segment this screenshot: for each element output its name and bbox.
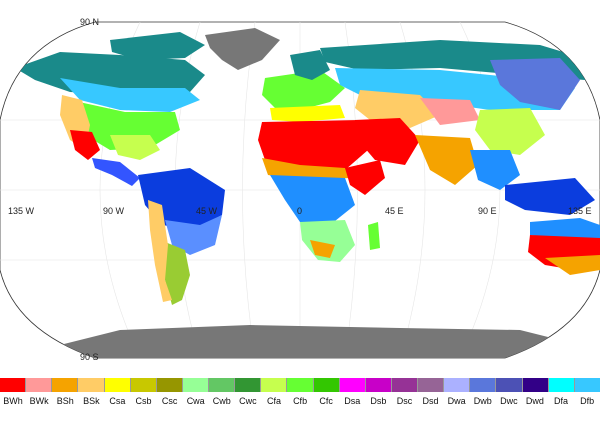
legend-swatches <box>0 378 600 392</box>
legend-label-dwb: Dwb <box>473 396 492 406</box>
antarctica-region <box>20 325 580 358</box>
central-america-region <box>92 158 140 186</box>
sahara-region <box>258 120 368 170</box>
climate-legend: BWh BWk BSh BSk Csa Csb Csc Cwa Cwb Cwc Cfa Cfb Cfc D… <box>0 378 600 418</box>
legend-swatch-csc <box>156 378 183 392</box>
legend-labels: BWh BWk BSh BSk Csa Csb Csc Cwa Cwb Cwc Cfa Cfb Cfc D… <box>0 396 600 406</box>
legend-label-cfb: Cfb <box>293 396 308 406</box>
legend-label-bwh: BWh <box>3 396 23 406</box>
legend-swatch-dsc <box>391 378 418 392</box>
legend-swatch-dwc <box>496 378 523 392</box>
greenland-region <box>205 28 280 70</box>
southern-africa-region <box>300 220 355 262</box>
andes-region <box>148 200 172 302</box>
lon-label-135e: 135 E <box>568 206 592 216</box>
legend-swatch-bsh <box>52 378 79 392</box>
lat-label-south: 90 S <box>80 352 99 362</box>
legend-label-csb: Csb <box>135 396 152 406</box>
legend-swatch-cwa <box>182 378 209 392</box>
legend-swatch-csb <box>130 378 157 392</box>
legend-swatch-bwh <box>0 378 27 392</box>
climate-map <box>0 21 600 359</box>
central-asia-region <box>355 90 440 128</box>
legend-swatch-cwc <box>235 378 262 392</box>
north-america-southwest-region <box>70 130 100 160</box>
scandinavia-region <box>290 50 330 80</box>
central-africa-region <box>270 175 355 225</box>
legend-swatch-cfa <box>261 378 288 392</box>
legend-swatch-dwd <box>522 378 549 392</box>
east-asia-region <box>475 108 545 155</box>
kalahari-region <box>310 240 335 258</box>
lon-label-0: 0 <box>297 206 303 216</box>
mediterranean-region <box>270 105 345 122</box>
central-asia-cold-desert-region <box>420 98 480 125</box>
lon-label-45w: 45 W <box>196 206 218 216</box>
south-america-savanna-region <box>165 215 222 255</box>
legend-swatch-cfc <box>313 378 340 392</box>
legend-label-bwk: BWk <box>29 396 49 406</box>
legend-label-cfc: Cfc <box>319 396 333 406</box>
europe-region <box>262 70 345 110</box>
south-asia-region <box>415 135 478 185</box>
legend-swatch-cfb <box>287 378 314 392</box>
maritime-southeast-asia-region <box>505 178 595 215</box>
arctic-islands-region <box>110 32 205 60</box>
legend-label-dwc: Dwc <box>500 396 518 406</box>
legend-label-cfa: Cfa <box>266 396 281 406</box>
legend-label-dwa: Dwa <box>447 396 466 406</box>
arabia-region <box>355 118 420 165</box>
legend-swatch-bwk <box>26 378 53 392</box>
legend-label-cwa: Cwa <box>186 396 205 406</box>
north-america-boreal-region <box>60 78 200 112</box>
legend-swatch-cwb <box>209 378 236 392</box>
lat-label-north: 90 N <box>80 17 100 27</box>
legend-label-dfa: Dfa <box>554 396 569 406</box>
legend-swatch-dfa <box>548 378 575 392</box>
legend-label-dwd: Dwd <box>525 396 544 406</box>
legend-label-dsa: Dsa <box>344 396 361 406</box>
legend-label-dsb: Dsb <box>370 396 387 406</box>
legend-label-bsh: BSh <box>56 396 74 406</box>
lon-label-45e: 45 E <box>385 206 404 216</box>
madagascar-region <box>368 222 380 250</box>
southeast-asia-region <box>470 150 520 190</box>
legend-swatch-bsk <box>78 378 105 392</box>
legend-label-csa: Csa <box>109 396 126 406</box>
sahel-region <box>262 158 350 180</box>
legend-swatch-dsb <box>365 378 392 392</box>
australia-steppe-region <box>545 255 600 275</box>
lon-label-135w: 135 W <box>8 206 35 216</box>
legend-swatch-csa <box>104 378 131 392</box>
legend-swatch-dwa <box>444 378 471 392</box>
north-america-tundra-region <box>15 52 205 95</box>
legend-label-cwc: Cwc <box>239 396 257 406</box>
north-america-southeast-region <box>110 135 160 160</box>
lon-label-90w: 90 W <box>103 206 125 216</box>
legend-label-dsc: Dsc <box>396 396 413 406</box>
australia-tropical-region <box>530 218 600 240</box>
legend-swatch-dfb <box>574 378 600 392</box>
legend-label-dfb: Dfb <box>580 396 595 406</box>
legend-label-dsd: Dsd <box>422 396 439 406</box>
east-asia-boreal-region <box>490 58 580 110</box>
legend-swatch-dwb <box>470 378 497 392</box>
legend-swatch-dsd <box>418 378 445 392</box>
legend-label-bsk: BSk <box>83 396 100 406</box>
legend-label-csc: Csc <box>161 396 178 406</box>
legend-label-cwb: Cwb <box>212 396 231 406</box>
east-africa-region <box>345 160 385 195</box>
lon-label-90e: 90 E <box>478 206 497 216</box>
north-america-temperate-region <box>68 100 180 150</box>
legend-swatch-dsa <box>339 378 366 392</box>
